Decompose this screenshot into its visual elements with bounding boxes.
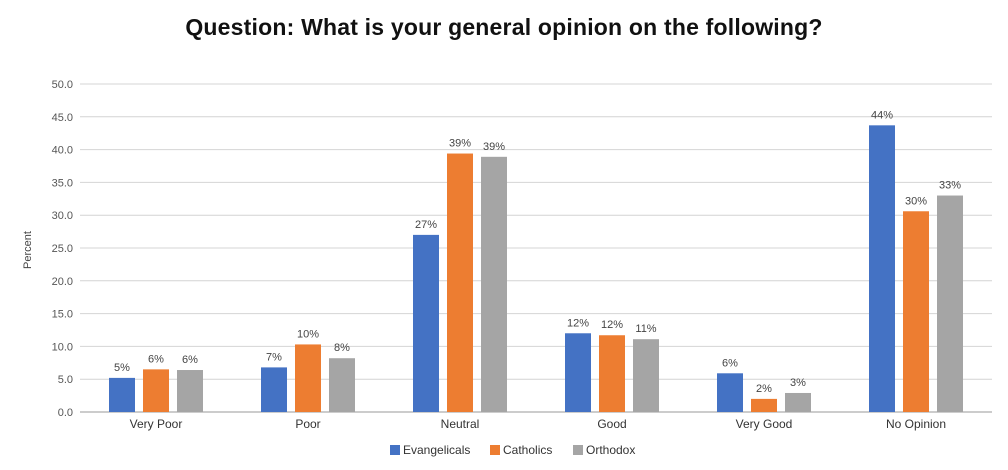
data-label: 11% (635, 323, 656, 335)
bar-orthodox-very-poor (177, 370, 203, 412)
data-label: 30% (905, 195, 927, 207)
legend: Evangelicals Catholics Orthodox (390, 443, 635, 457)
y-tick-label: 50.0 (52, 79, 73, 91)
legend-swatch-orthodox (573, 445, 583, 455)
legend-swatch-catholics (490, 445, 500, 455)
chart-title: Question: What is your general opinion o… (185, 14, 823, 40)
bar-catholics-poor (295, 344, 321, 412)
category-label: Very Good (736, 417, 793, 431)
bar-orthodox-no-opinion (937, 195, 963, 412)
y-tick-label: 15.0 (52, 309, 73, 321)
legend-label-catholics: Catholics (503, 443, 552, 457)
data-label: 6% (722, 357, 738, 369)
bar-catholics-good (599, 335, 625, 412)
y-tick-label: 35.0 (52, 177, 73, 189)
legend-label-orthodox: Orthodox (586, 443, 635, 457)
data-label: 12% (567, 317, 589, 329)
y-tick-label: 20.0 (52, 276, 73, 288)
bar-evangelicals-poor (261, 367, 287, 412)
bar-evangelicals-very-poor (109, 377, 135, 412)
bar-catholics-very-poor (143, 369, 169, 412)
y-tick-label: 30.0 (52, 210, 73, 222)
data-label: 3% (790, 377, 806, 389)
bar-orthodox-poor (329, 358, 355, 412)
data-label: 7% (266, 351, 282, 363)
bar-catholics-very-good (751, 398, 777, 412)
y-axis-ticks: 0.0 5.0 10.0 15.0 20.0 25.0 30.0 35.0 40.0 45.0 50… (52, 79, 73, 419)
data-label: 27% (415, 219, 437, 231)
legend-label-evangelicals: Evangelicals (403, 443, 470, 457)
category-label: No Opinion (886, 417, 946, 431)
bars (109, 125, 963, 412)
data-label: 33% (939, 180, 961, 192)
category-label: Good (597, 417, 626, 431)
data-label: 8% (334, 342, 350, 354)
data-label: 5% (114, 362, 130, 374)
bar-evangelicals-good (565, 333, 591, 412)
data-label: 39% (483, 141, 505, 153)
y-tick-label: 5.0 (58, 374, 73, 386)
y-axis-label: Percent (22, 231, 34, 269)
y-tick-label: 10.0 (52, 341, 73, 353)
y-tick-label: 45.0 (52, 112, 73, 124)
y-tick-label: 40.0 (52, 145, 73, 157)
data-label: 6% (148, 353, 164, 365)
bar-evangelicals-very-good (717, 373, 743, 412)
category-labels: Very Poor Poor Neutral Good Very Good No Opin… (130, 417, 946, 431)
bar-orthodox-good (633, 339, 659, 412)
data-label: 44% (871, 109, 893, 121)
data-label: 12% (601, 319, 623, 331)
y-tick-label: 25.0 (52, 243, 73, 255)
bar-orthodox-neutral (481, 156, 507, 412)
data-labels: 5% 6% 6% 7% 10% 8% 27% 39% 39% 12% 12% 11% 6% 2% 3% 44%… (114, 109, 961, 395)
category-label: Neutral (441, 417, 480, 431)
category-label: Very Poor (130, 417, 183, 431)
y-tick-label: 0.0 (58, 407, 73, 419)
bar-evangelicals-neutral (413, 234, 439, 412)
bar-catholics-no-opinion (903, 211, 929, 412)
bar-catholics-neutral (447, 153, 473, 412)
data-label: 39% (449, 138, 471, 150)
bar-orthodox-very-good (785, 392, 811, 412)
gridlines (80, 83, 992, 413)
bar-evangelicals-no-opinion (869, 125, 895, 412)
data-label: 2% (756, 383, 772, 395)
legend-swatch-evangelicals (390, 445, 400, 455)
data-label: 6% (182, 354, 198, 366)
category-label: Poor (295, 417, 320, 431)
data-label: 10% (297, 328, 319, 340)
